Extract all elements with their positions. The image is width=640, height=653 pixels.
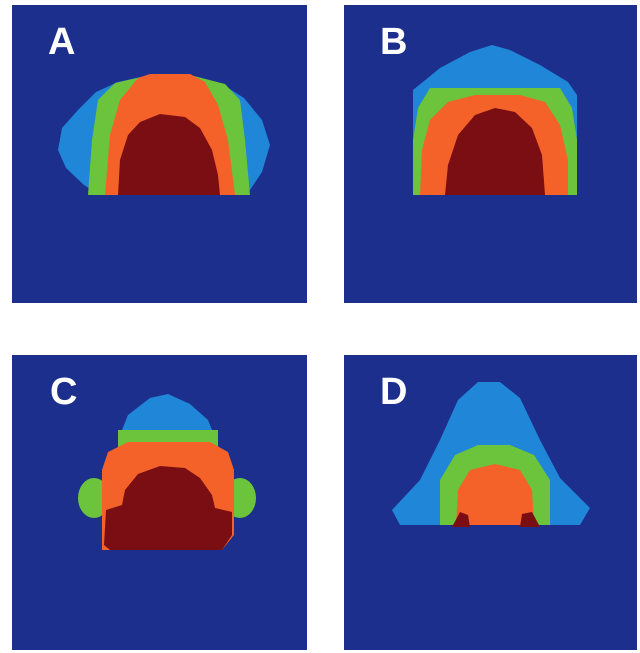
panel-label: A: [48, 21, 75, 63]
panel-c: C: [12, 355, 307, 650]
panel-label: D: [380, 371, 407, 413]
figure: A B C D: [0, 0, 640, 653]
panel-label: C: [50, 371, 77, 413]
panel-d: D: [344, 355, 637, 650]
panel-b: B: [344, 5, 637, 303]
panel-label: B: [380, 21, 407, 63]
panel-a: A: [12, 5, 307, 303]
